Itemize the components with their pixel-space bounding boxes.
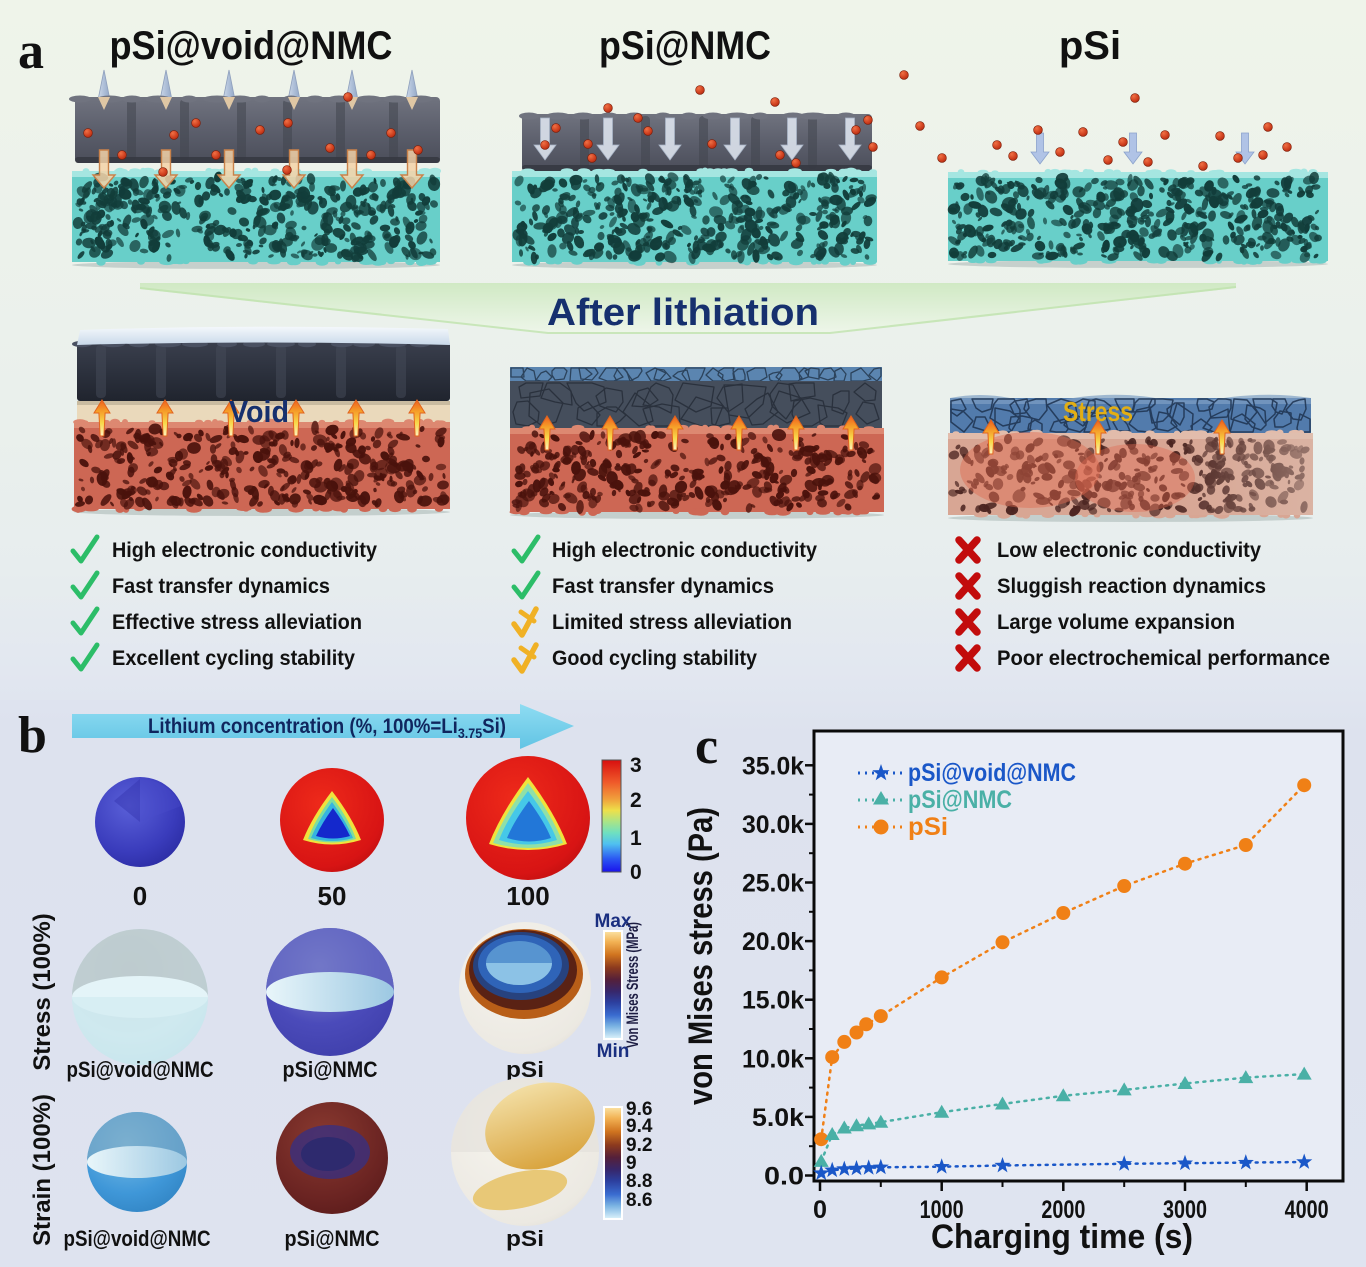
svg-text:pSi: pSi <box>506 1226 544 1251</box>
svg-text:Large volume expansion: Large volume expansion <box>997 611 1235 634</box>
svg-text:Sluggish reaction dynamics: Sluggish reaction dynamics <box>997 575 1266 598</box>
svg-text:Max: Max <box>595 911 632 932</box>
svg-text:pSi@void@NMC: pSi@void@NMC <box>67 1057 214 1082</box>
svg-text:pSi@NMC: pSi@NMC <box>285 1226 380 1251</box>
svg-text:pSi: pSi <box>506 1057 544 1082</box>
svg-text:100: 100 <box>506 881 549 911</box>
svg-text:9: 9 <box>626 1153 637 1174</box>
svg-text:3: 3 <box>630 754 642 777</box>
svg-text:20.0k: 20.0k <box>742 928 804 956</box>
svg-text:Stress (100%): Stress (100%) <box>29 913 56 1070</box>
svg-text:35.0k: 35.0k <box>742 752 804 780</box>
svg-text:2: 2 <box>630 789 642 812</box>
svg-text:2000: 2000 <box>1041 1196 1085 1224</box>
svg-text:0: 0 <box>813 1196 827 1224</box>
svg-text:pSi@NMC: pSi@NMC <box>599 24 771 68</box>
svg-text:0: 0 <box>630 861 642 884</box>
svg-text:25.0k: 25.0k <box>742 870 804 898</box>
svg-text:Low electronic conductivity: Low electronic conductivity <box>997 539 1261 562</box>
svg-text:8.6: 8.6 <box>626 1190 652 1211</box>
svg-text:9.6: 9.6 <box>626 1099 652 1120</box>
svg-text:0.0: 0.0 <box>764 1163 804 1191</box>
svg-text:von Mises stress (Pa): von Mises stress (Pa) <box>682 807 720 1105</box>
svg-text:1000: 1000 <box>920 1196 964 1224</box>
svg-text:Limited stress alleviation: Limited stress alleviation <box>552 611 792 634</box>
svg-text:Effective stress alleviation: Effective stress alleviation <box>112 611 362 634</box>
svg-text:Von Mises Stress (MPa): Von Mises Stress (MPa) <box>623 922 642 1048</box>
svg-text:Excellent cycling stability: Excellent cycling stability <box>112 647 355 670</box>
svg-text:8.8: 8.8 <box>626 1171 652 1192</box>
svg-text:pSi: pSi <box>1059 24 1121 68</box>
svg-text:pSi: pSi <box>908 813 948 841</box>
svg-text:1: 1 <box>630 827 642 850</box>
svg-text:9.2: 9.2 <box>626 1135 652 1156</box>
svg-text:After lithiation: After lithiation <box>547 292 819 334</box>
svg-text:Lithium concentration (%, 100%: Lithium concentration (%, 100%=Li3.75Si) <box>148 715 506 741</box>
svg-text:pSi@NMC: pSi@NMC <box>283 1057 378 1082</box>
svg-text:5.0k: 5.0k <box>752 1104 804 1132</box>
svg-text:3000: 3000 <box>1163 1196 1207 1224</box>
svg-text:High electronic conductivity: High electronic conductivity <box>112 539 377 562</box>
svg-text:Void: Void <box>229 394 289 429</box>
svg-text:pSi@void@NMC: pSi@void@NMC <box>908 759 1076 787</box>
svg-text:Charging time (s): Charging time (s) <box>931 1218 1193 1256</box>
svg-text:Min: Min <box>597 1041 630 1062</box>
svg-text:4000: 4000 <box>1285 1196 1329 1224</box>
svg-text:pSi@void@NMC: pSi@void@NMC <box>110 24 393 68</box>
svg-text:Fast transfer dynamics: Fast transfer dynamics <box>552 575 774 598</box>
svg-text:9.4: 9.4 <box>626 1116 653 1137</box>
svg-text:0: 0 <box>133 881 147 911</box>
svg-text:Good cycling stability: Good cycling stability <box>552 647 757 670</box>
svg-text:pSi@NMC: pSi@NMC <box>908 786 1012 814</box>
svg-text:50: 50 <box>318 881 347 911</box>
svg-text:15.0k: 15.0k <box>742 987 804 1015</box>
svg-text:Fast transfer dynamics: Fast transfer dynamics <box>112 575 330 598</box>
svg-text:10.0k: 10.0k <box>742 1045 804 1073</box>
svg-text:pSi@void@NMC: pSi@void@NMC <box>64 1226 211 1251</box>
svg-text:a: a <box>18 23 44 80</box>
svg-text:Poor electrochemical performan: Poor electrochemical performance <box>997 647 1330 670</box>
svg-text:Strain (100%): Strain (100%) <box>29 1094 56 1246</box>
svg-text:30.0k: 30.0k <box>742 811 804 839</box>
svg-text:b: b <box>18 707 47 764</box>
svg-text:High electronic conductivity: High electronic conductivity <box>552 539 817 562</box>
svg-text:c: c <box>695 718 718 775</box>
